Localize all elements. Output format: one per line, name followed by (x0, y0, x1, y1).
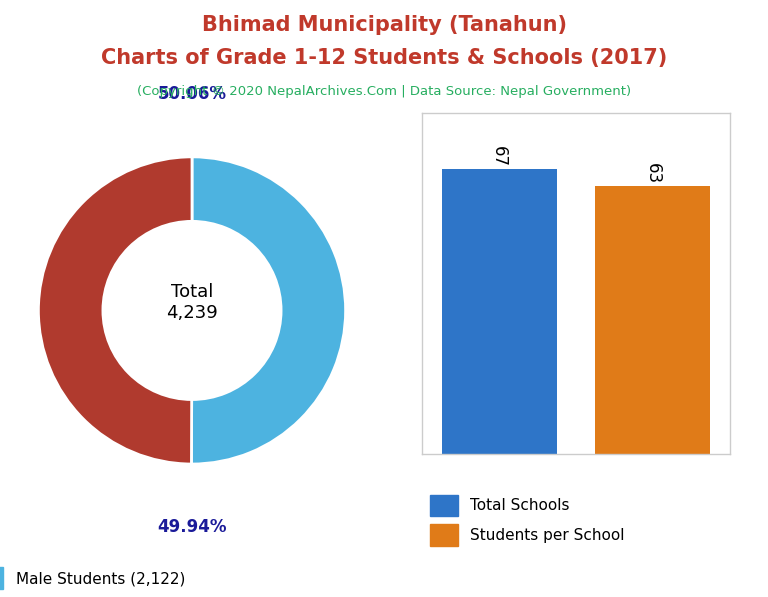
Text: 67: 67 (490, 146, 508, 167)
Wedge shape (38, 157, 192, 464)
Legend: Male Students (2,122), Female Students (2,117): Male Students (2,122), Female Students (… (0, 561, 210, 597)
Text: Total
4,239: Total 4,239 (166, 284, 218, 322)
Bar (595, 186, 710, 454)
Text: 50.06%: 50.06% (157, 85, 227, 103)
Text: 49.94%: 49.94% (157, 518, 227, 536)
Legend: Total Schools, Students per School: Total Schools, Students per School (424, 488, 631, 552)
Wedge shape (191, 157, 346, 464)
Bar (442, 169, 557, 454)
Text: (Copyright © 2020 NepalArchives.Com | Data Source: Nepal Government): (Copyright © 2020 NepalArchives.Com | Da… (137, 85, 631, 98)
Text: Charts of Grade 1-12 Students & Schools (2017): Charts of Grade 1-12 Students & Schools … (101, 48, 667, 68)
Text: 63: 63 (644, 164, 662, 184)
Text: Bhimad Municipality (Tanahun): Bhimad Municipality (Tanahun) (201, 15, 567, 35)
